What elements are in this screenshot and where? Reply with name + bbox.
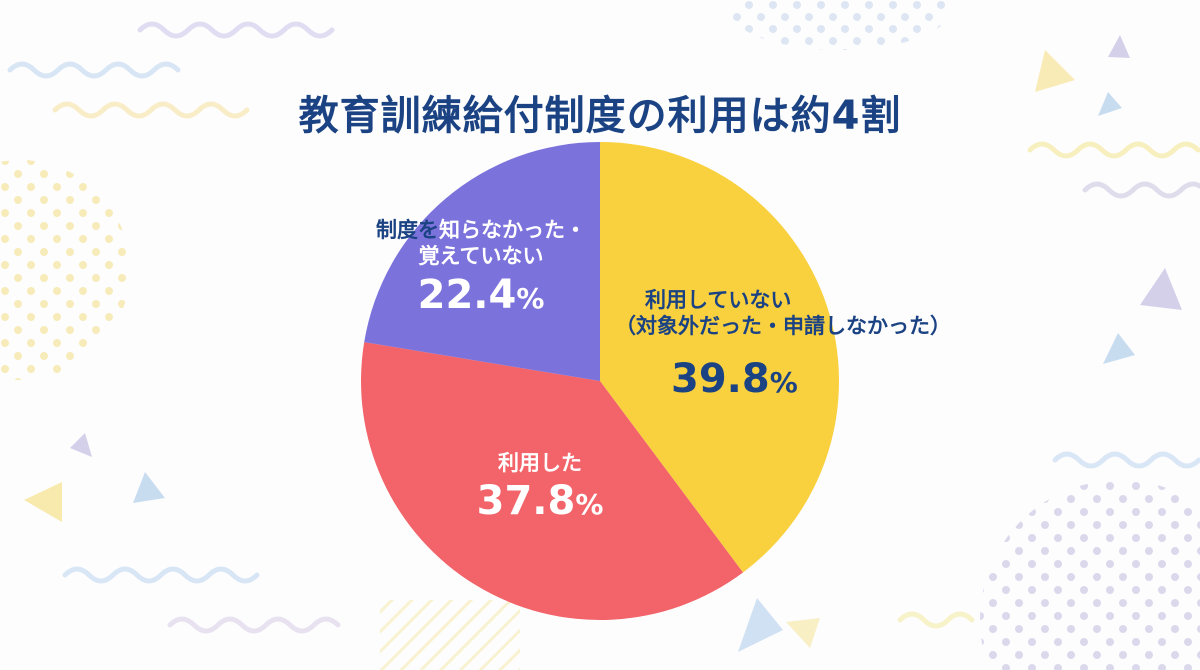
label-unaware-line1-outside: 制度を	[376, 218, 439, 242]
dot-cluster-bottom-right	[980, 480, 1200, 670]
label-not-used-line2: （対象外だった・申請しなかった）	[615, 314, 951, 339]
label-used-value: 37.8%	[440, 476, 640, 526]
label-unaware-line1-inside: 知らなかった・	[439, 218, 586, 242]
label-not-used-value: 39.8%	[615, 354, 951, 404]
not-used-value-number: 39.8	[671, 355, 770, 402]
chart-title: 教育訓練給付制度の利用は約4割	[298, 92, 902, 139]
label-not-used: 利用していない （対象外だった・申請しなかった） 39.8%	[615, 287, 951, 404]
label-unaware-value: 22.4%	[336, 270, 626, 320]
label-not-used-line1: 利用していない	[645, 288, 792, 312]
slice-not-used[interactable]	[600, 142, 840, 573]
label-used-line1: 利用した	[498, 451, 582, 475]
dot-cluster-top	[730, 0, 950, 50]
used-value-unit: %	[575, 488, 604, 522]
dot-cluster-left	[0, 160, 130, 380]
unaware-value-number: 22.4	[417, 271, 517, 318]
label-unaware-line1: 制度を知らなかった・	[336, 217, 626, 243]
slice-used[interactable]	[361, 342, 743, 620]
label-used: 利用した 37.8%	[440, 450, 640, 526]
slice-unaware[interactable]	[364, 142, 600, 381]
unaware-value-unit: %	[516, 281, 545, 315]
not-used-value-unit: %	[769, 365, 798, 399]
label-unaware: 制度を知らなかった・ 覚えていない 22.4%	[336, 217, 626, 320]
used-value-number: 37.8	[476, 478, 576, 525]
label-unaware-line2: 覚えていない	[418, 244, 544, 269]
stripes-bottom-left	[380, 600, 520, 670]
